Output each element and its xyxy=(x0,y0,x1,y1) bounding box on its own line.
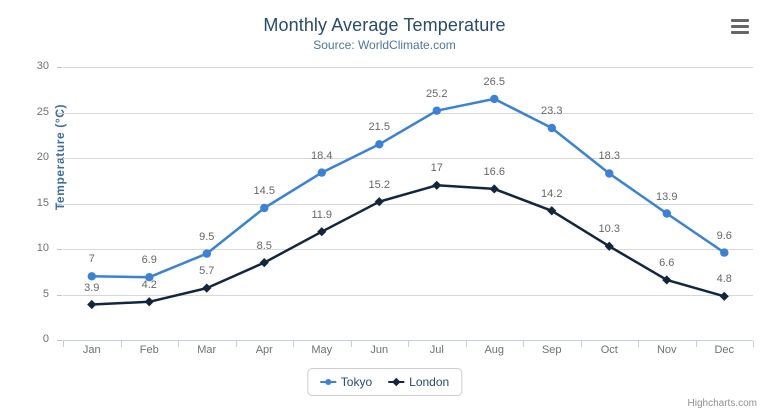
x-tick-label: Sep xyxy=(541,344,562,356)
x-tick-mark xyxy=(63,341,64,347)
x-tick-label: Dec xyxy=(714,344,735,356)
chart-title: Monthly Average Temperature xyxy=(263,15,506,35)
data-label: 4.8 xyxy=(716,273,732,286)
x-tick-mark xyxy=(638,341,639,347)
y-tick-mark xyxy=(57,203,62,205)
legend-marker-dot xyxy=(324,379,331,385)
y-tick-mark xyxy=(57,294,62,296)
x-tick-mark xyxy=(350,341,352,347)
data-label: 18.4 xyxy=(311,149,333,162)
chart-subtitle: Source: WorldClimate.com xyxy=(313,38,456,52)
x-tick-label: May xyxy=(311,344,333,356)
x-tick-label: Jul xyxy=(429,344,444,356)
x-tick-mark xyxy=(465,341,467,347)
data-label: 14.2 xyxy=(541,187,563,200)
data-label: 8.5 xyxy=(256,239,272,252)
gridline xyxy=(63,67,753,68)
data-label: 16.6 xyxy=(483,165,505,178)
y-tick-mark xyxy=(57,158,62,159)
x-tick-mark xyxy=(235,341,237,347)
data-label: 5.7 xyxy=(199,265,215,278)
y-tick-mark xyxy=(57,67,62,68)
x-tick-mark xyxy=(580,341,582,347)
x-tick-label: Jun xyxy=(370,344,389,356)
hamburger-bar xyxy=(731,24,749,28)
data-label: 3.9 xyxy=(84,281,100,294)
data-label: 17 xyxy=(430,162,443,175)
y-tick-label: 0 xyxy=(42,333,49,345)
legend-item-tokyo[interactable]: Tokyo xyxy=(319,375,373,389)
data-label: 21.5 xyxy=(368,121,390,134)
y-tick-mark xyxy=(57,112,62,114)
x-tick-mark xyxy=(753,341,754,347)
x-tick-label: Jan xyxy=(82,344,101,356)
gridline xyxy=(63,294,753,296)
legend-marker-dot xyxy=(391,377,401,387)
x-tick-mark xyxy=(523,341,524,347)
legend: Tokyo London xyxy=(306,368,463,396)
y-tick-label: 20 xyxy=(36,151,49,163)
credits-link[interactable]: Highcharts.com xyxy=(687,398,757,409)
x-tick-mark xyxy=(695,341,697,347)
gridline xyxy=(63,112,753,114)
x-tick-mark xyxy=(178,341,179,347)
y-tick-mark xyxy=(57,340,62,341)
y-tick-label: 15 xyxy=(36,196,49,209)
x-tick-mark xyxy=(120,341,122,347)
data-label: 6.6 xyxy=(659,256,675,269)
x-tick-label: Mar xyxy=(197,344,217,356)
y-tick-label: 25 xyxy=(36,105,49,118)
x-tick-label: Feb xyxy=(139,344,159,356)
context-menu-hamburger-icon[interactable] xyxy=(726,14,754,38)
data-label: 7 xyxy=(88,253,95,266)
data-label: 4.2 xyxy=(141,278,157,291)
x-tick-mark xyxy=(408,341,409,347)
y-tick-label: 10 xyxy=(36,242,49,254)
data-label: 26.5 xyxy=(483,75,505,88)
data-label: 18.3 xyxy=(598,150,620,163)
data-label: 11.9 xyxy=(311,208,333,221)
data-label: 15.2 xyxy=(368,178,390,191)
legend-item-label: Tokyo xyxy=(340,375,373,389)
data-label: 10.3 xyxy=(598,223,620,236)
data-label: 9.6 xyxy=(716,229,732,242)
legend-item-london[interactable]: London xyxy=(388,375,449,389)
x-tick-label: Aug xyxy=(484,344,505,356)
data-label: 25.2 xyxy=(426,87,448,100)
x-tick-mark xyxy=(293,341,294,347)
x-tick-label: Apr xyxy=(255,344,273,356)
legend-item-label: London xyxy=(409,375,450,389)
y-tick-mark xyxy=(57,249,62,250)
x-tick-label: Oct xyxy=(600,344,618,356)
x-axis-line xyxy=(63,340,753,341)
gridline xyxy=(63,249,753,250)
data-label: 9.5 xyxy=(199,230,215,243)
data-label: 23.3 xyxy=(541,104,563,117)
gridline xyxy=(63,203,753,205)
x-tick-label: Nov xyxy=(656,344,677,356)
y-tick-label: 30 xyxy=(36,60,49,72)
data-label: 13.9 xyxy=(656,190,678,203)
gridline xyxy=(63,158,753,159)
hamburger-bar xyxy=(731,30,749,34)
legend-marker-diamond-icon xyxy=(388,377,405,387)
plot-area xyxy=(63,67,753,340)
hamburger-bar xyxy=(731,18,749,22)
y-tick-label: 5 xyxy=(42,287,49,300)
legend-marker-circle-icon xyxy=(319,377,336,387)
data-label: 6.9 xyxy=(141,254,157,267)
data-label: 14.5 xyxy=(253,185,275,198)
